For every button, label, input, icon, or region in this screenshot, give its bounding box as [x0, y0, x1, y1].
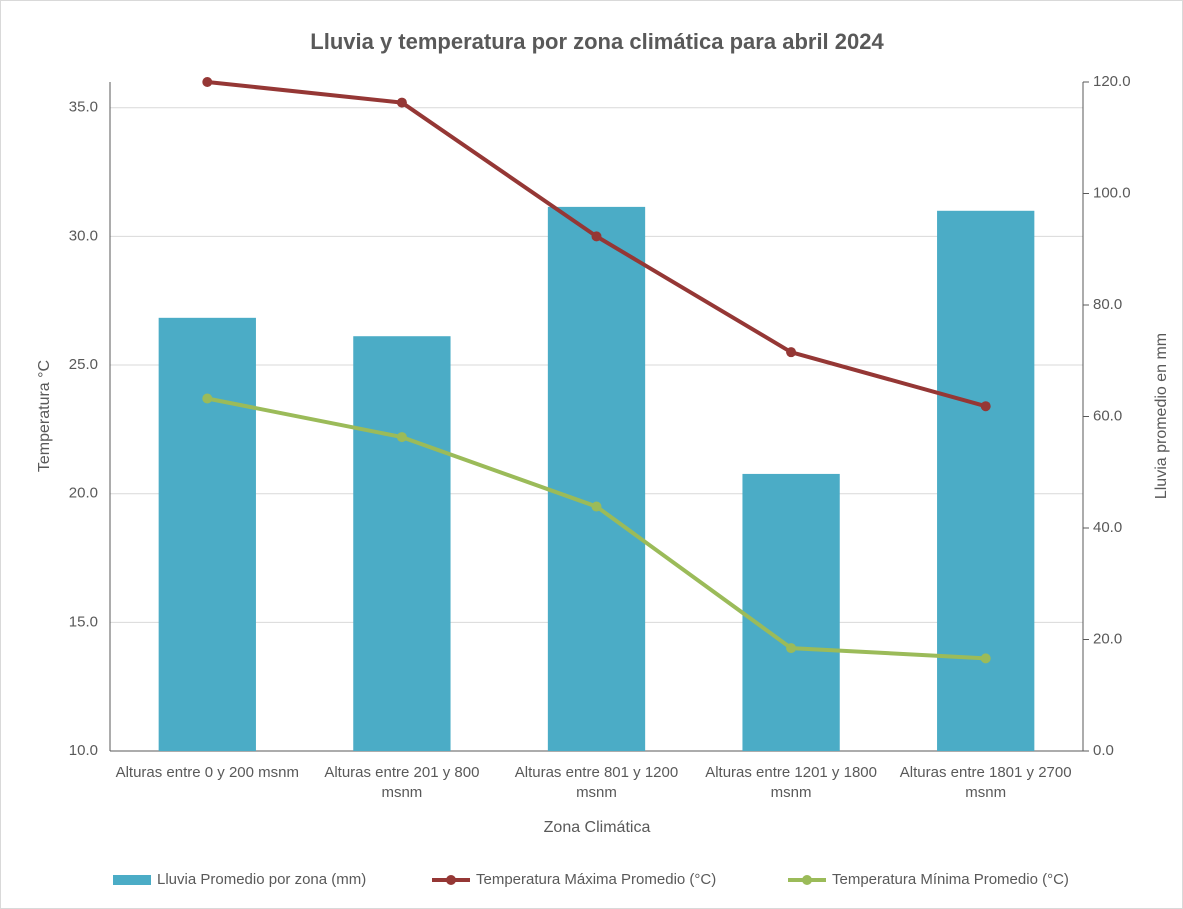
marker	[202, 393, 213, 404]
legend-label: Temperatura Máxima Promedio (°C)	[476, 871, 716, 888]
legend-label: Temperatura Mínima Promedio (°C)	[832, 871, 1069, 888]
bar	[547, 206, 646, 751]
x-tick-label: Alturas entre 1201 y 1800 msnm	[705, 764, 877, 801]
y2-axis-label: Lluvia promedio en mm	[1153, 333, 1170, 499]
legend-swatch	[113, 875, 151, 885]
marker	[786, 347, 797, 358]
legend-label: Lluvia Promedio por zona (mm)	[157, 871, 366, 888]
x-axis-label: Zona Climática	[544, 819, 651, 836]
x-tick-label-box: Alturas entre 1201 y 1800 msnm	[705, 764, 877, 801]
x-tick-label: Alturas entre 801 y 1200 msnm	[514, 764, 679, 801]
y-axis-label: Temperatura °C	[36, 360, 53, 472]
y2-tick-label: 40.0	[1093, 519, 1122, 536]
chart-title: Lluvia y temperatura por zona climática …	[310, 29, 884, 54]
marker	[591, 231, 602, 242]
x-tick-label-box: Alturas entre 0 y 200 msnm	[115, 764, 299, 781]
marker	[980, 653, 991, 664]
legend-marker	[802, 875, 812, 885]
y2-tick-label: 0.0	[1093, 742, 1114, 759]
y-tick-label: 35.0	[69, 99, 98, 116]
x-tick-label: Alturas entre 201 y 800 msnm	[324, 764, 480, 801]
y2-tick-label: 100.0	[1093, 184, 1131, 201]
marker	[396, 432, 407, 443]
x-tick-label-box: Alturas entre 1801 y 2700 msnm	[899, 764, 1072, 801]
bar	[742, 473, 840, 751]
x-tick-label-box: Alturas entre 801 y 1200 msnm	[514, 764, 679, 801]
bar	[937, 210, 1035, 752]
y2-tick-label: 80.0	[1093, 296, 1122, 313]
y-tick-label: 15.0	[69, 613, 98, 630]
y-tick-label: 30.0	[69, 227, 98, 244]
x-tick-label: Alturas entre 0 y 200 msnm	[115, 764, 299, 781]
y-tick-label: 25.0	[69, 356, 98, 373]
legend-marker	[446, 875, 456, 885]
marker	[202, 77, 213, 87]
y2-tick-label: 120.0	[1093, 73, 1131, 90]
bar	[353, 336, 451, 751]
y2-tick-label: 60.0	[1093, 407, 1122, 424]
marker	[786, 643, 797, 654]
marker	[980, 401, 991, 412]
y-tick-label: 20.0	[69, 485, 98, 502]
bar	[158, 317, 256, 751]
marker	[396, 97, 407, 108]
x-tick-label: Alturas entre 1801 y 2700 msnm	[899, 764, 1072, 801]
marker	[591, 501, 602, 512]
y2-tick-label: 20.0	[1093, 630, 1122, 647]
x-tick-label-box: Alturas entre 201 y 800 msnm	[324, 764, 480, 801]
y-tick-label: 10.0	[69, 742, 98, 759]
